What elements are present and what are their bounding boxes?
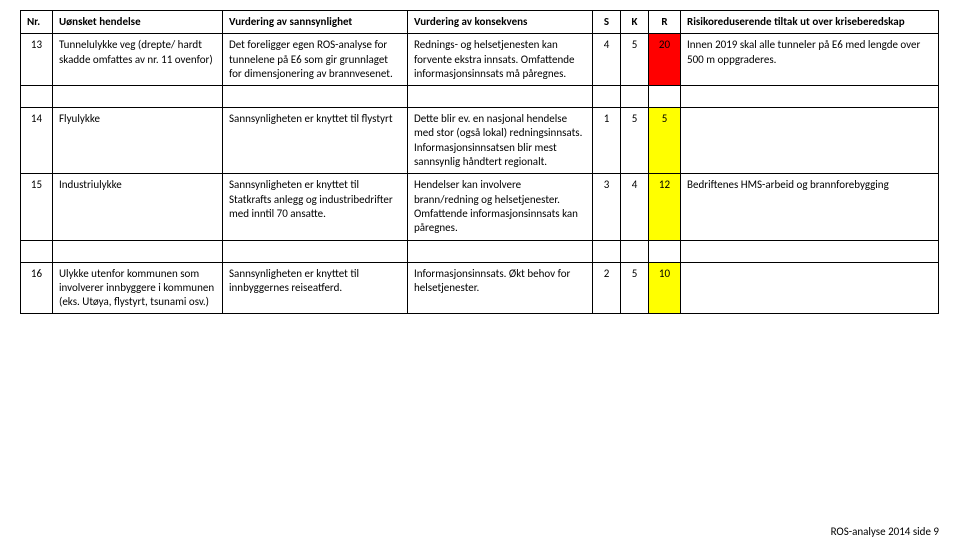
spacer-row bbox=[21, 240, 939, 262]
cell-prob: Sannsynligheten er knyttet til Statkraft… bbox=[223, 174, 408, 240]
cell-r: 12 bbox=[649, 174, 681, 240]
cell-risk: Innen 2019 skal alle tunneler på E6 med … bbox=[681, 34, 939, 86]
cell-prob: Sannsynligheten er knyttet til innbygger… bbox=[223, 262, 408, 314]
risk-table: Nr. Uønsket hendelse Vurdering av sannsy… bbox=[20, 10, 939, 314]
cell-s: 1 bbox=[593, 108, 621, 174]
cell-risk bbox=[681, 108, 939, 174]
cell-s: 3 bbox=[593, 174, 621, 240]
col-s-header: S bbox=[593, 11, 621, 34]
col-k-header: K bbox=[621, 11, 649, 34]
spacer-row bbox=[21, 86, 939, 108]
cell-prob: Sannsynligheten er knyttet til flystyrt bbox=[223, 108, 408, 174]
cell-cons: Rednings- og helsetjenesten kan forvente… bbox=[408, 34, 593, 86]
cell-nr: 16 bbox=[21, 262, 53, 314]
cell-k: 5 bbox=[621, 108, 649, 174]
col-nr-header: Nr. bbox=[21, 11, 53, 34]
cell-cons: Dette blir ev. en nasjonal hendelse med … bbox=[408, 108, 593, 174]
table-row: 16 Ulykke utenfor kommunen som involvere… bbox=[21, 262, 939, 314]
cell-event: Flyulykke bbox=[53, 108, 223, 174]
col-risk-header: Risikoreduserende tiltak ut over krisebe… bbox=[681, 11, 939, 34]
cell-r: 20 bbox=[649, 34, 681, 86]
cell-risk: Bedriftenes HMS-arbeid og brannforebyggi… bbox=[681, 174, 939, 240]
cell-k: 5 bbox=[621, 262, 649, 314]
page-footer: ROS-analyse 2014 side 9 bbox=[831, 525, 939, 538]
cell-r: 5 bbox=[649, 108, 681, 174]
cell-r: 10 bbox=[649, 262, 681, 314]
cell-event: Ulykke utenfor kommunen som involverer i… bbox=[53, 262, 223, 314]
table-header-row: Nr. Uønsket hendelse Vurdering av sannsy… bbox=[21, 11, 939, 34]
cell-k: 4 bbox=[621, 174, 649, 240]
cell-nr: 13 bbox=[21, 34, 53, 86]
table-row: 13 Tunnelulykke veg (drepte/ hardt skadd… bbox=[21, 34, 939, 86]
col-cons-header: Vurdering av konsekvens bbox=[408, 11, 593, 34]
cell-s: 2 bbox=[593, 262, 621, 314]
col-prob-header: Vurdering av sannsynlighet bbox=[223, 11, 408, 34]
cell-k: 5 bbox=[621, 34, 649, 86]
cell-nr: 15 bbox=[21, 174, 53, 240]
cell-cons: Informasjonsinnsats. Økt behov for helse… bbox=[408, 262, 593, 314]
cell-event: Industriulykke bbox=[53, 174, 223, 240]
cell-event: Tunnelulykke veg (drepte/ hardt skadde o… bbox=[53, 34, 223, 86]
cell-nr: 14 bbox=[21, 108, 53, 174]
cell-s: 4 bbox=[593, 34, 621, 86]
col-r-header: R bbox=[649, 11, 681, 34]
col-event-header: Uønsket hendelse bbox=[53, 11, 223, 34]
cell-risk bbox=[681, 262, 939, 314]
cell-prob: Det foreligger egen ROS-analyse for tunn… bbox=[223, 34, 408, 86]
table-row: 14 Flyulykke Sannsynligheten er knyttet … bbox=[21, 108, 939, 174]
cell-cons: Hendelser kan involvere brann/redning og… bbox=[408, 174, 593, 240]
table-row: 15 Industriulykke Sannsynligheten er kny… bbox=[21, 174, 939, 240]
